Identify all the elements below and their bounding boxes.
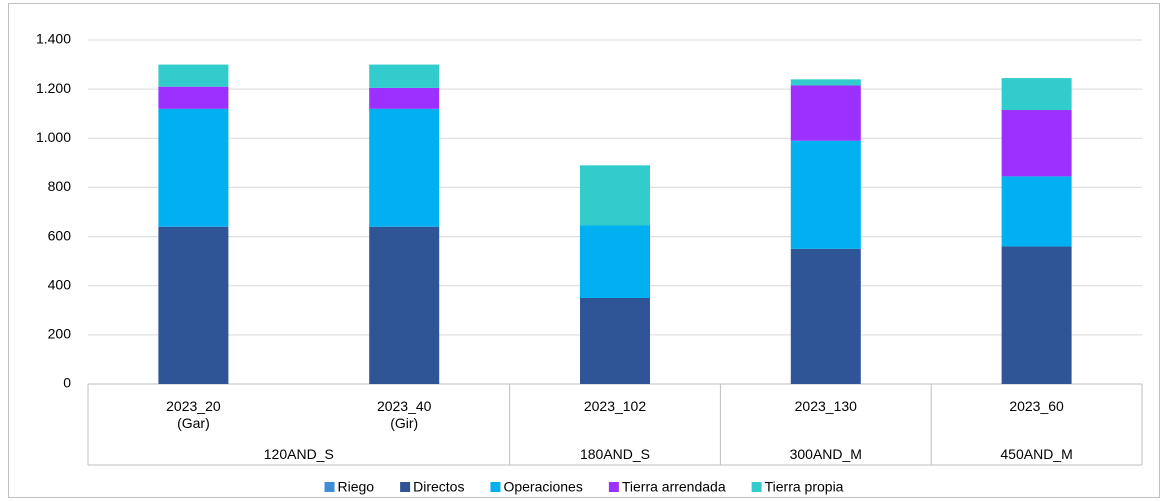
legend-label: Tierra arrendada bbox=[622, 479, 726, 495]
legend-swatch bbox=[400, 482, 411, 492]
legend-swatch bbox=[751, 482, 762, 492]
y-tick-label: 0 bbox=[63, 375, 71, 391]
y-tick-label: 200 bbox=[48, 326, 72, 342]
bar-segment bbox=[158, 64, 229, 87]
bar-segment bbox=[1001, 246, 1072, 384]
group-label: 180AND_S bbox=[579, 446, 651, 462]
bar-segment bbox=[1001, 176, 1072, 247]
bar-segment bbox=[158, 86, 229, 109]
bar-segment bbox=[158, 108, 229, 227]
x-tick-label: 2023_60 bbox=[1009, 398, 1064, 414]
bar-segment bbox=[369, 64, 440, 88]
x-tick-label: 2023_40 (Gir) bbox=[376, 398, 432, 431]
group-label: 450AND_M bbox=[1000, 446, 1073, 462]
bar-segment bbox=[580, 298, 650, 384]
x-tick-label: 2023_20 (Gar) bbox=[166, 398, 221, 431]
legend-label: Directos bbox=[413, 479, 464, 495]
bar-segment bbox=[580, 165, 650, 226]
y-tick-label: 600 bbox=[48, 227, 72, 243]
legend-label: Tierra propia bbox=[765, 479, 844, 495]
y-tick-label: 800 bbox=[48, 178, 72, 194]
bar-segment bbox=[1001, 78, 1072, 111]
y-tick-label: 1.400 bbox=[36, 31, 71, 47]
x-tick-label: 2023_102 bbox=[583, 398, 647, 414]
legend-swatch bbox=[490, 482, 501, 492]
chart-border bbox=[8, 3, 1160, 498]
legend-swatch bbox=[608, 482, 619, 492]
bar-segment bbox=[790, 79, 861, 86]
bar-segment bbox=[158, 226, 229, 384]
legend-swatch bbox=[324, 482, 335, 492]
bar-segment bbox=[369, 108, 440, 227]
y-tick-label: 1.200 bbox=[36, 80, 71, 96]
y-tick-label: 400 bbox=[48, 276, 72, 292]
legend-label: Operaciones bbox=[503, 479, 582, 495]
bar-segment bbox=[369, 87, 440, 109]
group-label: 120AND_S bbox=[263, 446, 334, 462]
group-label: 300AND_M bbox=[789, 446, 862, 462]
bar-segment bbox=[790, 85, 861, 141]
bar-segment bbox=[1001, 110, 1072, 177]
y-tick-label: 1.000 bbox=[36, 129, 71, 145]
bar-segment bbox=[790, 248, 861, 384]
bar-segment bbox=[790, 140, 861, 249]
legend-label: Riego bbox=[338, 479, 375, 495]
bar-segment bbox=[369, 226, 440, 384]
x-tick-label: 2023_130 bbox=[794, 398, 857, 414]
bar-segment bbox=[580, 225, 650, 298]
